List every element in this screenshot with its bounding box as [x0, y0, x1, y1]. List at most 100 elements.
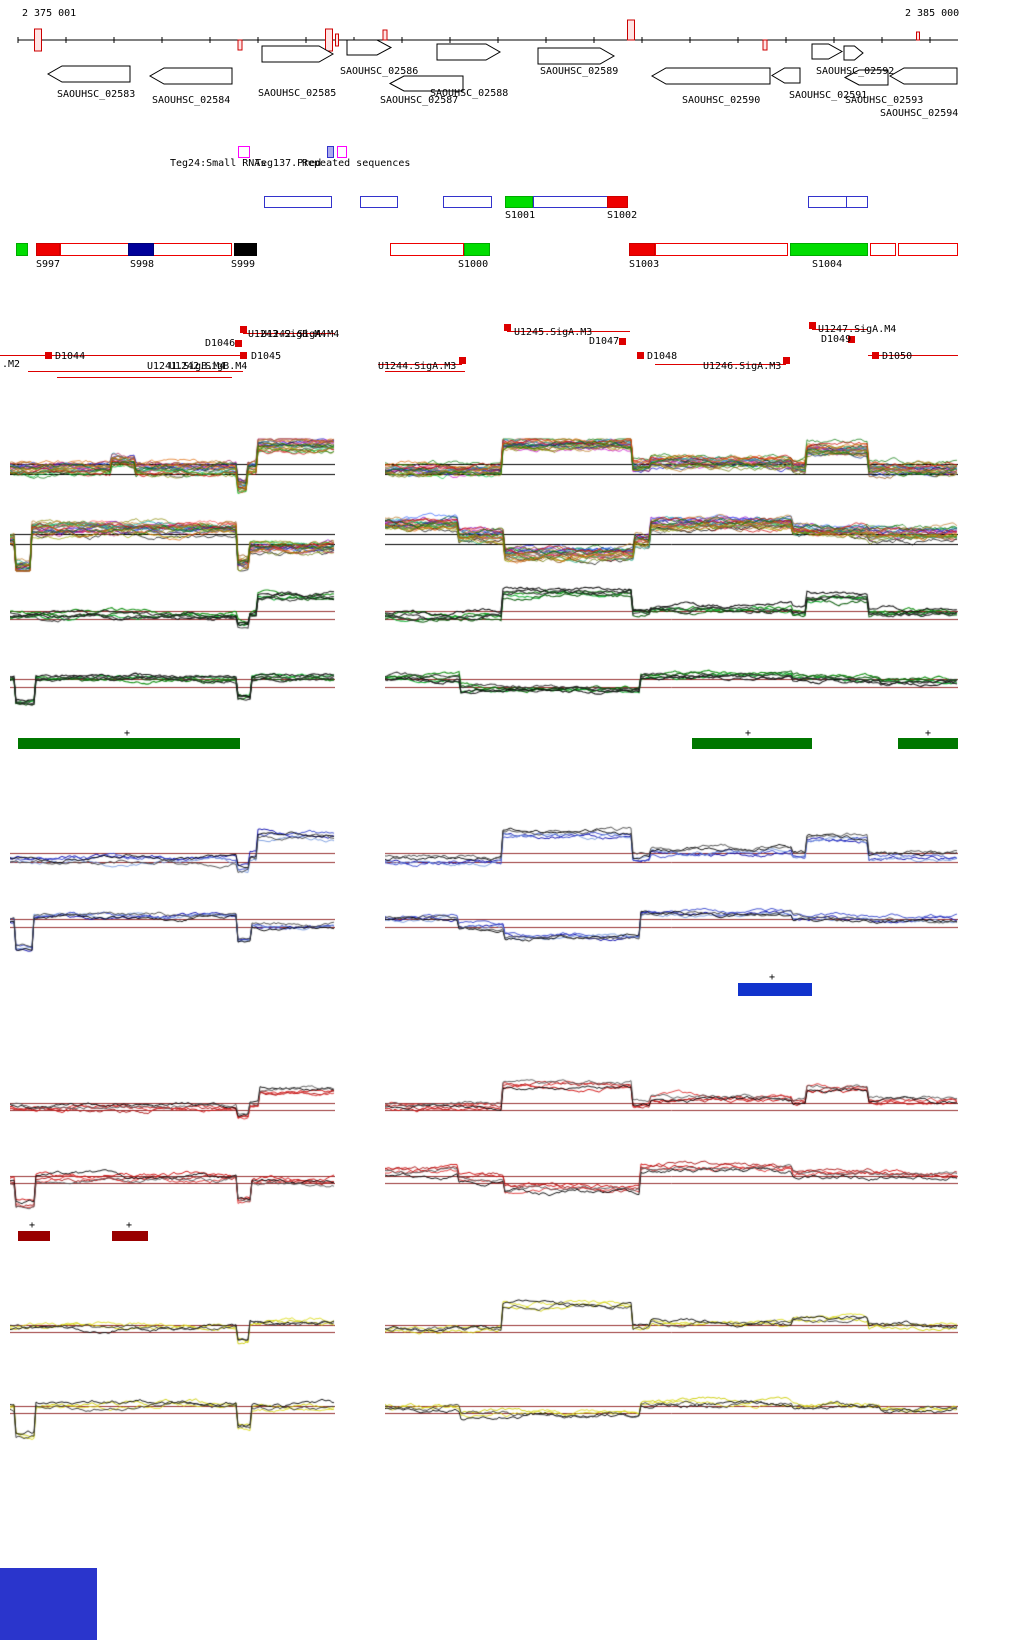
detected-region-bar: [112, 1231, 148, 1241]
expression-panel-condition-green-minus-strand-right: [385, 655, 958, 713]
gene-label: SAOUHSC_02590: [682, 95, 761, 106]
segment-label: S1001: [505, 210, 536, 221]
expression-panel-condition-blue-plus-strand-right: [385, 825, 958, 891]
transcript-line: [868, 355, 958, 356]
gene-arrow: [346, 39, 393, 56]
srna-segment-s1002: [607, 196, 628, 208]
segment-label: S999: [231, 259, 256, 270]
legend-box: [327, 146, 334, 158]
gene-arrow: [148, 67, 233, 85]
segment-label: S1000: [458, 259, 489, 270]
transcription-unit-label: U1247.SigA.M4: [818, 324, 897, 335]
expression-panel-all-libraries-plus-strand-right: [385, 437, 958, 501]
expression-segment: [390, 243, 464, 256]
transcript-line: [243, 333, 335, 334]
terminator-marker-label: D1049: [821, 334, 852, 345]
segment-label: S1002: [607, 210, 638, 221]
legend-teg137-label: Teg137.Pred: [255, 158, 322, 169]
expression-segment: [898, 243, 958, 256]
expression-segment-s999: [234, 243, 257, 256]
gene-label: SAOUHSC_02583: [57, 89, 136, 100]
expression-segment-s998: [128, 243, 154, 256]
expression-segment-s1000: [464, 243, 490, 256]
legend-small-rnas-label: Teg24:Small RNAs: [170, 158, 267, 169]
srna-segment: [443, 196, 492, 208]
terminator-marker-label: D1050: [882, 351, 913, 362]
terminator-marker-label: D1046: [205, 338, 236, 349]
tss-flag: [504, 324, 511, 331]
terminator-mark: [325, 28, 333, 52]
transcription-unit-label: U1243.SigB.M4: [248, 329, 327, 340]
genome-axis-layer: [17, 19, 958, 92]
terminator-mark: [762, 39, 768, 51]
gene-label: SAOUHSC_02585: [258, 88, 337, 99]
terminator-mark: [916, 31, 920, 41]
gene-arrow: [388, 75, 464, 92]
gene-label: SAOUHSC_02593: [845, 95, 924, 106]
gene-arrow: [46, 65, 131, 83]
transcript-line: [655, 364, 786, 365]
terminator-marker-d1048: [637, 352, 644, 359]
transcription-unit-label: U1245.SigA.M3: [514, 327, 593, 338]
terminator-marker-d1047: [619, 338, 626, 345]
tss-flag: [809, 322, 816, 329]
terminator-marker-d1049: [848, 336, 855, 343]
expression-panel-all-libraries-plus-strand-left: [10, 437, 335, 501]
gene-arrow: [261, 45, 335, 63]
segment-label: S998: [130, 259, 155, 270]
gene-label: SAOUHSC_02594: [880, 108, 959, 119]
legend-box: [337, 146, 347, 158]
segment-label: S997: [36, 259, 61, 270]
expression-panel-condition-red-minus-strand-left: [10, 1148, 335, 1212]
terminator-marker-label: D1047: [589, 336, 620, 347]
transcription-unit-label: U1242.SigB.M4: [169, 361, 248, 372]
segment-divider: [846, 196, 847, 208]
expression-panel-condition-yellow-plus-strand-left: [10, 1298, 335, 1360]
coordinate-start-label: 2 375 001: [22, 8, 77, 19]
terminator-marker-d1050: [872, 352, 879, 359]
expression-panel-all-libraries-minus-strand-right: [385, 505, 958, 573]
transcript-line: [28, 371, 243, 372]
gene-arrow: [771, 67, 801, 84]
bottom-left-blue-block: [0, 1568, 97, 1640]
expression-panel-condition-green-plus-strand-left: [10, 583, 335, 649]
plus-strand-mark: +: [29, 1220, 36, 1231]
tss-flag: [240, 326, 247, 333]
transcription-unit-label: U1241.SigB.M4: [147, 361, 226, 372]
gene-label: SAOUHSC_02589: [540, 66, 619, 77]
transcript-line: [0, 355, 243, 356]
gene-label: SAOUHSC_02586: [340, 66, 419, 77]
terminator-marker-label: D1048: [647, 351, 678, 362]
transcript-line: [507, 331, 630, 332]
legend-repeated-sequences-label: Repeated sequences: [302, 158, 411, 169]
gene-arrow: [436, 43, 502, 61]
plus-strand-mark: +: [925, 728, 932, 739]
expression-panel-condition-blue-minus-strand-left: [10, 893, 335, 953]
terminator-marker-d1044: [45, 352, 52, 359]
gene-arrow: [888, 67, 958, 85]
expression-segment-s1004: [790, 243, 868, 256]
terminator-marker-d1046: [235, 340, 242, 347]
srna-segment: [808, 196, 868, 208]
tss-flag: [783, 357, 790, 364]
transcript-line: [812, 329, 868, 330]
transcription-unit-label: U1242.SigA.M4: [261, 329, 340, 340]
srna-segment: [360, 196, 398, 208]
tss-flag: [459, 357, 466, 364]
gene-label: SAOUHSC_02591: [789, 90, 868, 101]
expression-panel-condition-blue-minus-strand-right: [385, 893, 958, 953]
terminator-marker-label: D1044: [55, 351, 86, 362]
plus-strand-mark: +: [126, 1220, 133, 1231]
expression-panel-condition-green-plus-strand-right: [385, 583, 958, 649]
expression-panel-condition-red-minus-strand-right: [385, 1148, 958, 1212]
srna-segment: [264, 196, 332, 208]
expression-segment-s997: [36, 243, 60, 256]
detected-region-bar: [18, 1231, 50, 1241]
transcript-line: [378, 364, 462, 365]
transcription-unit-label: U1244.SigA.M3: [378, 361, 457, 372]
expression-segment: [655, 243, 788, 256]
detected-region-bar: [18, 738, 240, 749]
plus-strand-mark: +: [124, 728, 131, 739]
terminator-mark: [335, 33, 339, 47]
